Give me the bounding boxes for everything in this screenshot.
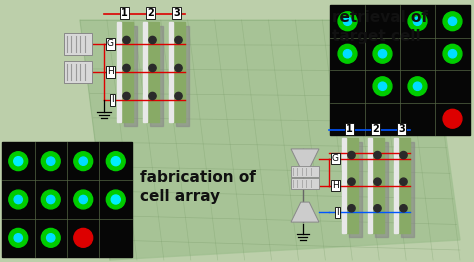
Circle shape — [106, 152, 125, 171]
Circle shape — [448, 50, 456, 58]
Bar — [345, 138, 358, 233]
Bar — [169, 22, 173, 122]
Circle shape — [175, 36, 182, 44]
Bar — [342, 138, 346, 233]
Circle shape — [46, 195, 55, 204]
Circle shape — [175, 64, 182, 72]
Bar — [397, 138, 410, 233]
Circle shape — [14, 157, 23, 166]
Polygon shape — [291, 149, 319, 169]
Circle shape — [400, 178, 407, 185]
Text: 1: 1 — [346, 124, 353, 134]
Circle shape — [408, 12, 427, 31]
Bar — [64, 33, 92, 55]
Circle shape — [79, 157, 87, 165]
Bar — [146, 22, 159, 122]
Text: 3: 3 — [173, 8, 180, 18]
Circle shape — [348, 178, 355, 185]
Circle shape — [348, 151, 355, 159]
Circle shape — [74, 190, 93, 209]
Bar — [394, 138, 398, 233]
Bar — [291, 177, 319, 188]
Bar — [143, 22, 147, 122]
Bar — [375, 142, 388, 237]
Text: 3: 3 — [398, 124, 405, 134]
Circle shape — [79, 195, 87, 204]
Text: H: H — [332, 181, 339, 190]
Circle shape — [348, 205, 355, 212]
Circle shape — [413, 17, 422, 25]
Text: G: G — [107, 40, 114, 48]
Circle shape — [149, 92, 156, 100]
Text: retrieval of
target cell: retrieval of target cell — [332, 10, 428, 43]
Bar — [371, 138, 384, 233]
Polygon shape — [291, 202, 319, 222]
Bar — [2, 142, 132, 257]
Circle shape — [413, 82, 422, 90]
Bar — [330, 5, 470, 135]
Circle shape — [74, 228, 93, 247]
Circle shape — [374, 205, 381, 212]
Circle shape — [443, 109, 462, 128]
Circle shape — [14, 234, 22, 242]
Text: I: I — [337, 208, 339, 217]
Circle shape — [443, 44, 462, 63]
Bar — [150, 26, 163, 126]
Circle shape — [111, 195, 120, 204]
Circle shape — [46, 157, 55, 165]
Bar — [176, 26, 189, 126]
Text: I: I — [111, 96, 114, 105]
Bar — [64, 61, 92, 83]
Bar — [349, 142, 362, 237]
Bar — [124, 26, 137, 126]
Circle shape — [46, 234, 55, 242]
Circle shape — [338, 12, 357, 31]
Polygon shape — [80, 20, 460, 260]
Circle shape — [343, 50, 352, 58]
Circle shape — [14, 195, 22, 204]
Circle shape — [374, 151, 381, 159]
Circle shape — [378, 82, 387, 90]
Text: H: H — [107, 68, 114, 77]
Circle shape — [41, 228, 60, 247]
Circle shape — [41, 190, 60, 209]
Bar — [172, 22, 185, 122]
Circle shape — [338, 44, 357, 63]
Circle shape — [175, 92, 182, 100]
Bar — [368, 138, 372, 233]
Circle shape — [408, 77, 427, 96]
Circle shape — [9, 228, 27, 247]
Circle shape — [149, 64, 156, 72]
Circle shape — [149, 36, 156, 44]
Bar — [291, 166, 319, 177]
Circle shape — [111, 157, 120, 166]
Circle shape — [343, 17, 352, 25]
Circle shape — [74, 152, 93, 171]
Text: G: G — [332, 154, 339, 163]
Circle shape — [106, 190, 125, 209]
Circle shape — [378, 50, 387, 58]
Circle shape — [9, 190, 27, 209]
Circle shape — [9, 152, 27, 171]
Bar — [117, 22, 121, 122]
Text: fabrication of
cell array: fabrication of cell array — [140, 170, 256, 204]
Circle shape — [443, 12, 462, 31]
Circle shape — [123, 36, 130, 44]
Circle shape — [123, 92, 130, 100]
Circle shape — [123, 64, 130, 72]
Circle shape — [373, 77, 392, 96]
Circle shape — [400, 151, 407, 159]
Bar — [401, 142, 414, 237]
Circle shape — [41, 152, 60, 171]
Circle shape — [448, 17, 456, 25]
Text: 2: 2 — [147, 8, 154, 18]
Text: 2: 2 — [372, 124, 379, 134]
Circle shape — [373, 44, 392, 63]
Circle shape — [374, 178, 381, 185]
Text: 1: 1 — [121, 8, 128, 18]
Bar — [120, 22, 133, 122]
Circle shape — [400, 205, 407, 212]
